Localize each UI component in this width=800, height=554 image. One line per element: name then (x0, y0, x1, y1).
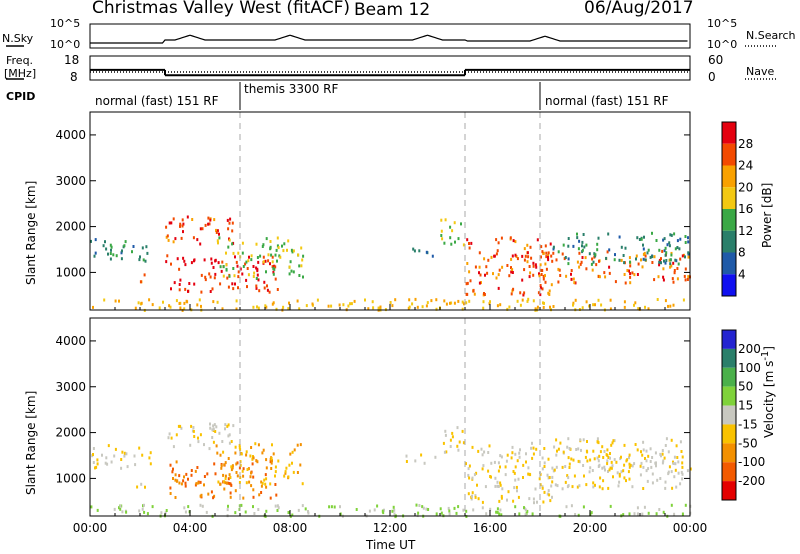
freq-unit-label: [MHz] (4, 67, 37, 80)
velocity-panel-ytick-1: 2000 (55, 426, 86, 440)
x-tick-4: 16:00 (473, 521, 508, 535)
power-colorbar-swatch-2 (722, 165, 736, 188)
x-axis-label: Time UT (366, 538, 416, 552)
velocity-colorbar-tick-2: 50 (738, 380, 753, 394)
power-panel-ytick-3: 4000 (55, 128, 86, 142)
power-colorbar-tick-0: 28 (738, 137, 753, 151)
power-panel-region-10 (92, 297, 685, 312)
velocity-colorbar-tick-1: 100 (738, 361, 761, 375)
velocity-colorbar-swatch-2 (722, 367, 736, 387)
velocity-colorbar-tick-4: -15 (738, 417, 758, 431)
noise-sky-trace (90, 34, 688, 44)
nsky-label: N.Sky (2, 32, 34, 45)
noise-panel-frame (89, 23, 691, 49)
velocity-colorbar-frame (721, 329, 737, 501)
noise-tick-top: 10^5 (50, 17, 81, 30)
nsearch-label: N.Search (746, 29, 796, 42)
power-panel-region-1 (139, 273, 146, 284)
velocity-panel-region-1 (136, 482, 146, 489)
freq-tick-bottom: 8 (70, 70, 78, 84)
velocity-panel-region-5 (405, 453, 437, 465)
power-colorbar-swatch-3 (722, 187, 736, 209)
power-colorbar-frame (721, 121, 737, 297)
freq-tick-top: 18 (64, 53, 80, 67)
velocity-colorbar-tick-7: -200 (738, 474, 765, 488)
velocity-colorbar-swatch-4 (722, 405, 736, 425)
velocity-colorbar-swatch-5 (722, 424, 736, 444)
x-tick-6: 00:00 (673, 521, 708, 535)
power-colorbar-swatch-0 (722, 122, 736, 144)
cpid-label: CPID (6, 90, 36, 103)
noise-tick-top-right: 10^5 (707, 17, 738, 30)
freq-label: Freq. (6, 54, 34, 67)
cpid-mode-3: normal (fast) 151 RF (545, 94, 669, 108)
power-panel-region-3 (165, 254, 279, 294)
freq-panel-frame (89, 55, 691, 81)
x-tick-2: 08:00 (273, 521, 308, 535)
power-colorbar-swatch-7 (722, 274, 736, 296)
beam-title: Beam 12 (354, 0, 431, 20)
power-colorbar-swatch-6 (722, 252, 736, 275)
velocity-panel-region-2 (167, 422, 237, 451)
nave-tick-bottom: 0 (708, 70, 716, 84)
cpid-mode-2: themis 3300 RF (244, 82, 339, 96)
date-title: 06/Aug/2017 (584, 0, 694, 18)
velocity-colorbar-swatch-3 (722, 386, 736, 406)
power-colorbar-swatch-4 (722, 209, 736, 231)
velocity-panel-region-0 (91, 444, 152, 470)
x-tick-5: 20:00 (573, 521, 608, 535)
velocity-colorbar-swatch-1 (722, 348, 736, 368)
nave-label: Nave (746, 65, 775, 78)
station-title: Christmas Valley West (fitACF) (92, 0, 351, 18)
power-colorbar-swatch-5 (722, 230, 736, 253)
power-panel-region-6 (440, 218, 465, 247)
velocity-panel-ytick-2: 3000 (55, 380, 86, 394)
velocity-panel-ytick-3: 4000 (55, 334, 86, 348)
velocity-colorbar-tick-0: 200 (738, 342, 761, 356)
velocity-colorbar-swatch-0 (722, 330, 736, 349)
x-tick-3: 12:00 (373, 521, 408, 535)
power-panel-background (90, 112, 690, 310)
x-tick-1: 04:00 (173, 521, 208, 535)
power-colorbar-tick-4: 12 (738, 224, 753, 238)
power-panel-ytick-1: 2000 (55, 220, 86, 234)
velocity-panel-region-7 (465, 441, 554, 505)
cpid-mode-1: normal (fast) 151 RF (95, 94, 219, 108)
power-colorbar-tick-6: 4 (738, 267, 746, 281)
velocity-colorbar-tick-6: -100 (738, 455, 765, 469)
velocity-colorbar-swatch-7 (722, 462, 736, 482)
velocity-panel-region-4 (215, 442, 304, 486)
nave-tick-top: 60 (708, 53, 724, 67)
power-panel-region-5 (412, 247, 434, 258)
power-colorbar-tick-2: 20 (738, 180, 753, 194)
power-panel-region-7 (465, 236, 554, 297)
velocity-colorbar-tick-3: 15 (738, 399, 753, 413)
velocity-colorbar-swatch-6 (722, 443, 736, 463)
power-panel-ytick-0: 1000 (55, 265, 86, 279)
power-colorbar-swatch-1 (722, 143, 736, 166)
velocity-panel-region-9 (553, 437, 689, 473)
power-colorbar-tick-5: 8 (738, 246, 746, 260)
x-tick-0: 00:00 (73, 521, 108, 535)
noise-tick-bottom: 10^0 (50, 38, 81, 51)
power-panel-ytick-2: 3000 (55, 174, 86, 188)
noise-tick-bottom-right: 10^0 (707, 38, 738, 51)
velocity-colorbar-swatch-8 (722, 481, 736, 500)
velocity-panel-background (90, 318, 690, 516)
power-colorbar-tick-1: 24 (738, 159, 753, 173)
power-panel-region-0 (90, 238, 149, 263)
velocity-panel-region-6 (442, 426, 465, 454)
velocity-panel-ytick-0: 1000 (55, 471, 86, 485)
velocity-colorbar-tick-5: -50 (738, 436, 758, 450)
power-colorbar-tick-3: 16 (738, 202, 753, 216)
power-panel-region-9 (552, 231, 690, 266)
power-panel-region-4 (216, 236, 305, 280)
